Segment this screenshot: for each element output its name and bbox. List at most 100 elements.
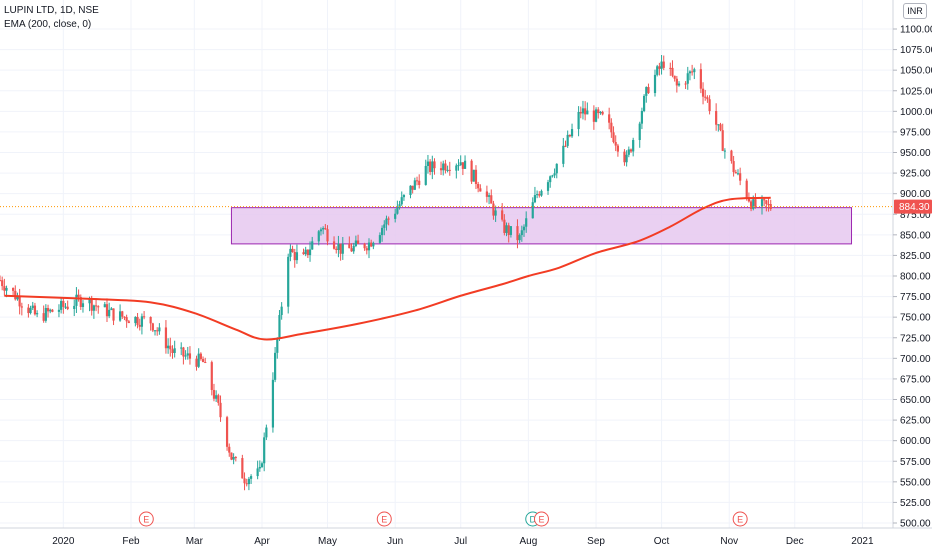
earnings-marker[interactable] bbox=[138, 511, 154, 527]
candle-body bbox=[60, 300, 63, 310]
candle-body bbox=[579, 111, 582, 114]
candle-body bbox=[555, 163, 558, 174]
x-tick-label: Jun bbox=[387, 536, 403, 547]
candle-body bbox=[625, 154, 628, 163]
candle-body bbox=[278, 315, 281, 339]
candle-body bbox=[429, 161, 432, 172]
x-tick-label: Aug bbox=[519, 536, 537, 547]
candle-body bbox=[457, 165, 460, 167]
candle-body bbox=[210, 362, 213, 390]
candle-body bbox=[188, 353, 192, 359]
ema-line bbox=[4, 196, 771, 341]
y-tick-label: 700.00 bbox=[900, 354, 931, 365]
candle-body bbox=[197, 353, 200, 367]
y-tick-label: 1075.00 bbox=[900, 45, 932, 56]
candle-body bbox=[677, 83, 681, 86]
candle-body bbox=[531, 202, 534, 219]
candle-body bbox=[234, 456, 237, 459]
candle-body bbox=[610, 122, 613, 133]
candle-body bbox=[660, 61, 663, 69]
candle-body bbox=[20, 306, 23, 308]
candle-body bbox=[280, 306, 283, 316]
candle-body bbox=[263, 437, 266, 464]
y-tick-label: 1100.00 bbox=[900, 25, 932, 36]
candle-body bbox=[127, 321, 130, 324]
last-price-badge bbox=[894, 199, 932, 214]
candle-body bbox=[46, 308, 50, 312]
candle-body bbox=[490, 195, 493, 204]
candle-body bbox=[138, 324, 141, 327]
candle-body bbox=[171, 349, 174, 353]
candle-body bbox=[134, 316, 137, 324]
candle-body bbox=[387, 218, 390, 220]
candle-body bbox=[568, 134, 571, 137]
candle-body bbox=[614, 142, 617, 146]
candle-body bbox=[632, 140, 635, 152]
candle-body bbox=[370, 242, 373, 247]
candle-body bbox=[402, 194, 406, 198]
candle-body bbox=[446, 169, 449, 171]
candle-body bbox=[706, 97, 709, 100]
symbol-label[interactable]: LUPIN LTD, 1D, NSE bbox=[4, 5, 99, 16]
candle-body bbox=[77, 294, 80, 298]
earnings-marker[interactable] bbox=[376, 511, 392, 527]
candle-body bbox=[715, 111, 718, 125]
candle-body bbox=[608, 114, 611, 123]
candle-body bbox=[673, 75, 676, 79]
y-tick-label: 500.00 bbox=[900, 519, 931, 530]
indicator-label[interactable]: EMA (200, close, 0) bbox=[4, 19, 92, 30]
candle-body bbox=[597, 109, 600, 114]
candle-body bbox=[0, 280, 2, 282]
candle-body bbox=[520, 230, 523, 236]
candle-body bbox=[717, 124, 720, 126]
earnings-marker[interactable] bbox=[533, 511, 549, 527]
candle-body bbox=[339, 243, 342, 254]
candle-body bbox=[525, 218, 528, 227]
candle-body bbox=[752, 199, 755, 209]
marker-label: E bbox=[381, 515, 387, 525]
candle-body bbox=[516, 226, 519, 241]
candle-body bbox=[686, 73, 689, 84]
candle-body bbox=[153, 330, 157, 332]
candle-body bbox=[356, 240, 360, 244]
candle-body bbox=[394, 213, 397, 219]
candle-body bbox=[149, 316, 152, 324]
candle-body bbox=[247, 478, 251, 485]
candle-body bbox=[143, 316, 146, 318]
candle-body bbox=[691, 71, 694, 73]
candle-body bbox=[627, 149, 630, 155]
y-tick-label: 675.00 bbox=[900, 374, 931, 385]
earnings-marker[interactable] bbox=[732, 511, 748, 527]
y-tick-label: 850.00 bbox=[900, 230, 931, 241]
candle-body bbox=[287, 256, 290, 307]
candle-body bbox=[439, 168, 443, 171]
candle-body bbox=[592, 110, 595, 122]
candle-body bbox=[352, 245, 355, 252]
candle-body bbox=[348, 243, 351, 249]
currency-badge[interactable]: INR bbox=[903, 3, 927, 19]
candle-body bbox=[647, 87, 650, 94]
candle-body bbox=[156, 330, 159, 332]
candle-body bbox=[372, 242, 375, 247]
candle-body bbox=[380, 227, 384, 236]
candle-body bbox=[723, 150, 726, 152]
candle-body bbox=[66, 306, 69, 309]
candle-body bbox=[140, 316, 144, 327]
x-tick-label: Jul bbox=[454, 536, 467, 547]
candle-body bbox=[675, 78, 678, 86]
candle-body bbox=[12, 287, 15, 291]
candle-body bbox=[367, 242, 371, 251]
candle-body bbox=[431, 161, 434, 172]
candle-body bbox=[324, 228, 327, 230]
candle-body bbox=[688, 71, 692, 74]
x-tick-label: Feb bbox=[122, 536, 140, 547]
candle-body bbox=[173, 348, 176, 353]
y-tick-label: 800.00 bbox=[900, 272, 931, 283]
candle-body bbox=[551, 175, 554, 177]
candle-body bbox=[94, 305, 98, 307]
y-tick-label: 875.00 bbox=[900, 210, 931, 221]
candle-body bbox=[708, 99, 711, 112]
candle-body bbox=[322, 228, 325, 230]
candle-body bbox=[640, 110, 644, 124]
